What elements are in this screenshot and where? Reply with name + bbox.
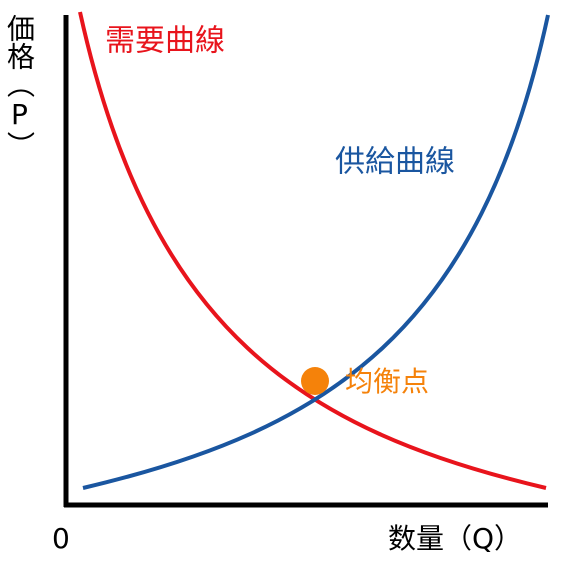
origin-label: 0 [52,522,70,555]
equilibrium-label: 均衡点 [345,365,429,398]
demand-curve [78,11,547,490]
supply-label: 供給曲線 [335,145,455,180]
y-axis-label: 価格（P） [3,14,36,159]
supply-curve [82,14,550,490]
x-axis-label: 数量（Q） [388,522,522,555]
demand-label: 需要曲線 [105,24,225,59]
equilibrium-point [301,367,329,395]
